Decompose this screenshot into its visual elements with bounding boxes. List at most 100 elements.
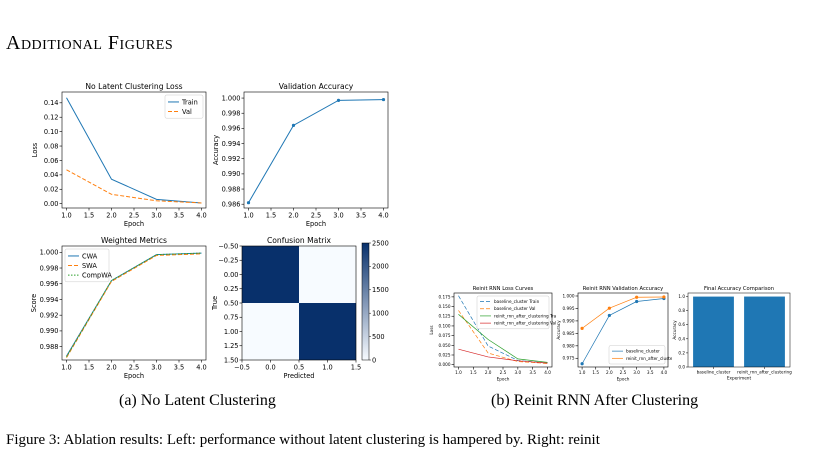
y-axis-label: True xyxy=(211,296,219,311)
x-tick-label: 4.0 xyxy=(196,364,207,372)
y-tick-label: 0.000 xyxy=(439,362,451,367)
series-line-2 xyxy=(458,314,548,363)
x-tick-label: 2.5 xyxy=(500,370,507,375)
y-tick-label: 1.00 xyxy=(224,328,239,336)
chart-title: Reinit RNN Validation Accuracy xyxy=(583,286,663,292)
y-tick-label: 0.00 xyxy=(44,200,59,208)
y-tick-label: 0.08 xyxy=(44,142,59,150)
chart-title: Validation Accuracy xyxy=(279,82,354,91)
chart-title: No Latent Clustering Loss xyxy=(85,82,182,91)
caption-b: (b) Reinit RNN After Clustering xyxy=(491,392,699,409)
y-axis-label: Accuracy xyxy=(212,135,220,165)
x-tick-label: 4.0 xyxy=(661,370,668,375)
y-tick-label: 0.990 xyxy=(563,318,575,323)
x-axis-label: Epoch xyxy=(124,372,144,380)
data-point-0 xyxy=(336,98,341,102)
legend-label: CompWA xyxy=(82,271,112,279)
y-tick-label: 0.06 xyxy=(44,157,59,165)
caption-a: (a) No Latent Clustering xyxy=(119,392,276,409)
x-tick-label: 2.0 xyxy=(106,364,117,372)
legend-box xyxy=(476,295,550,330)
series-line-1 xyxy=(66,169,202,204)
chart-reinit-accuracy-svg: Reinit RNN Validation Accuracy 1.0 1.5 2.0 2… xyxy=(556,286,672,381)
x-tick-label: 1.0 xyxy=(455,370,462,375)
data-point-0 xyxy=(291,123,296,127)
x-tick-label: 3.0 xyxy=(633,370,640,375)
chart-confusion-matrix-svg: Confusion Matrix −0.5 0.0 0.5 1.0 1.5 −0.50 −0.… xyxy=(211,236,389,380)
y-tick-label: 0.996 xyxy=(222,125,241,133)
y-tick-label: 0.994 xyxy=(40,296,59,304)
y-axis-label: Score xyxy=(30,294,38,312)
chart-validation-accuracy-svg: Validation Accuracy 1.0 1.5 2.0 2.5 3.0 3.5 4.0… xyxy=(212,82,389,228)
chart-confusion-matrix: Confusion Matrix −0.5 0.0 0.5 1.0 1.5 −0.50 −0.… xyxy=(210,232,396,382)
y-tick-label: 0.175 xyxy=(439,294,451,299)
x-tick-label: 2.5 xyxy=(620,370,627,375)
chart-final-accuracy: Final Accuracy Comparison baseline_cluste… xyxy=(672,283,794,385)
heatmap-cell xyxy=(242,246,299,303)
y-tick-label: 1.50 xyxy=(224,356,239,364)
legend-label: Val xyxy=(182,108,192,116)
heatmap-cell xyxy=(242,303,299,360)
y-tick-label: 0.6 xyxy=(678,322,685,327)
x-tick-label: 1.5 xyxy=(470,370,477,375)
series-line-1 xyxy=(458,310,548,364)
data-point-1 xyxy=(607,306,611,310)
figure-caption: Figure 3: Ablation results: Left: perfor… xyxy=(6,432,600,448)
y-tick-label: 0.988 xyxy=(222,185,241,193)
x-tick-label: 1.0 xyxy=(61,364,72,372)
series-line-1 xyxy=(66,253,202,358)
data-point-0 xyxy=(246,201,251,205)
x-axis-label: Epoch xyxy=(617,376,630,381)
x-tick-label: 3.5 xyxy=(174,212,185,220)
y-tick-label: 1.25 xyxy=(224,342,239,350)
y-tick-label: 0.02 xyxy=(44,186,59,194)
y-tick-label: 0.2 xyxy=(678,350,685,355)
chart-final-accuracy-svg: Final Accuracy Comparison baseline_cluste… xyxy=(672,286,792,380)
bar xyxy=(744,296,785,367)
y-tick-label: 0.100 xyxy=(439,323,451,328)
legend-box xyxy=(164,94,204,119)
legend-label: reinit_rnn_after_clustering Train xyxy=(494,313,556,318)
x-axis-label: Epoch xyxy=(124,220,144,228)
y-tick-label: 0.990 xyxy=(40,327,59,335)
x-tick-label: 2.5 xyxy=(311,212,322,220)
y-tick-label: 0.990 xyxy=(222,170,241,178)
x-tick-label: 3.5 xyxy=(647,370,654,375)
colorbar-tick-label: 1500 xyxy=(372,286,389,294)
legend-label: CWA xyxy=(82,252,98,260)
y-tick-label: 0.04 xyxy=(44,171,59,179)
chart-title: Weighted Metrics xyxy=(101,236,167,245)
x-tick-label: 1.5 xyxy=(84,212,95,220)
x-tick-label: −0.5 xyxy=(234,364,250,372)
y-tick-label: 0.994 xyxy=(222,140,241,148)
y-tick-label: 0.10 xyxy=(44,128,59,136)
x-tick-label: 0.0 xyxy=(265,364,276,372)
x-tick-label: 4.0 xyxy=(544,370,551,375)
chart-no-latent-loss: No Latent Clustering Loss 1.0 1.5 2.0 2.5 3.0… xyxy=(28,78,210,240)
y-tick-label: 0.050 xyxy=(439,343,451,348)
colorbar-tick-label: 1000 xyxy=(372,310,389,318)
data-point-0 xyxy=(607,313,611,318)
colorbar-tick-label: 2500 xyxy=(372,239,389,247)
y-tick-label: 0.025 xyxy=(439,352,451,357)
y-tick-label: 1.000 xyxy=(40,249,59,257)
y-tick-label: 0.985 xyxy=(563,331,575,336)
chart-title: Reinit RNN Loss Curves xyxy=(473,286,534,292)
x-axis-label: Epoch xyxy=(306,220,326,228)
y-tick-label: 1.000 xyxy=(563,293,575,298)
x-tick-label: 3.0 xyxy=(151,364,162,372)
legend-label: baseline_cluster xyxy=(626,349,660,354)
y-tick-label: 0.992 xyxy=(222,155,241,163)
y-tick-label: 0.4 xyxy=(678,336,685,341)
series-line-0 xyxy=(458,295,548,364)
chart-reinit-accuracy: Reinit RNN Validation Accuracy 1.0 1.5 2.0 2… xyxy=(556,283,672,385)
data-point-0 xyxy=(381,97,386,102)
series-line-1 xyxy=(581,296,664,329)
colorbar-tick-label: 500 xyxy=(372,333,385,341)
x-tick-label: reinit_rnn_after_clustering xyxy=(737,370,792,375)
chart-no-latent-loss-svg: No Latent Clustering Loss 1.0 1.5 2.0 2.5 3.0… xyxy=(31,82,207,228)
chart-reinit-loss-svg: Reinit RNN Loss Curves 1.0 1.5 2.0 2.5 3.0 3.5… xyxy=(429,286,556,381)
y-tick-label: 0.25 xyxy=(224,285,239,293)
x-tick-label: 1.0 xyxy=(322,364,333,372)
series-line-0 xyxy=(66,97,202,204)
